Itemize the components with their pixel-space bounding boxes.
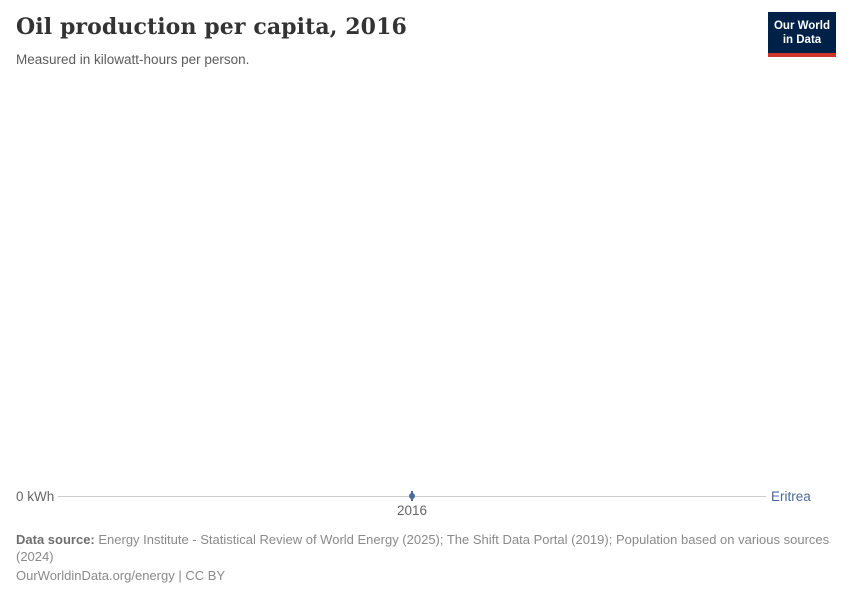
owid-logo-line2: in Data	[782, 34, 822, 46]
data-source-text: Energy Institute - Statistical Review of…	[16, 532, 830, 564]
x-axis-tick-label: 2016	[396, 503, 428, 518]
owid-logo-line1: Our World	[773, 20, 830, 32]
owid-logo[interactable]: Our World in Data	[768, 12, 836, 57]
chart-subtitle: Measured in kilowatt-hours per person.	[16, 52, 250, 67]
chart-title: Oil production per capita, 2016	[16, 14, 407, 40]
footer-data-source: Data source: Energy Institute - Statisti…	[16, 532, 836, 565]
entity-label-eritrea[interactable]: Eritrea	[771, 489, 811, 504]
footer-license-link[interactable]: OurWorldinData.org/energy | CC BY	[16, 568, 226, 583]
y-axis-zero-label: 0 kWh	[16, 489, 55, 504]
data-point-marker[interactable]	[409, 493, 415, 499]
data-source-label: Data source:	[16, 532, 95, 547]
